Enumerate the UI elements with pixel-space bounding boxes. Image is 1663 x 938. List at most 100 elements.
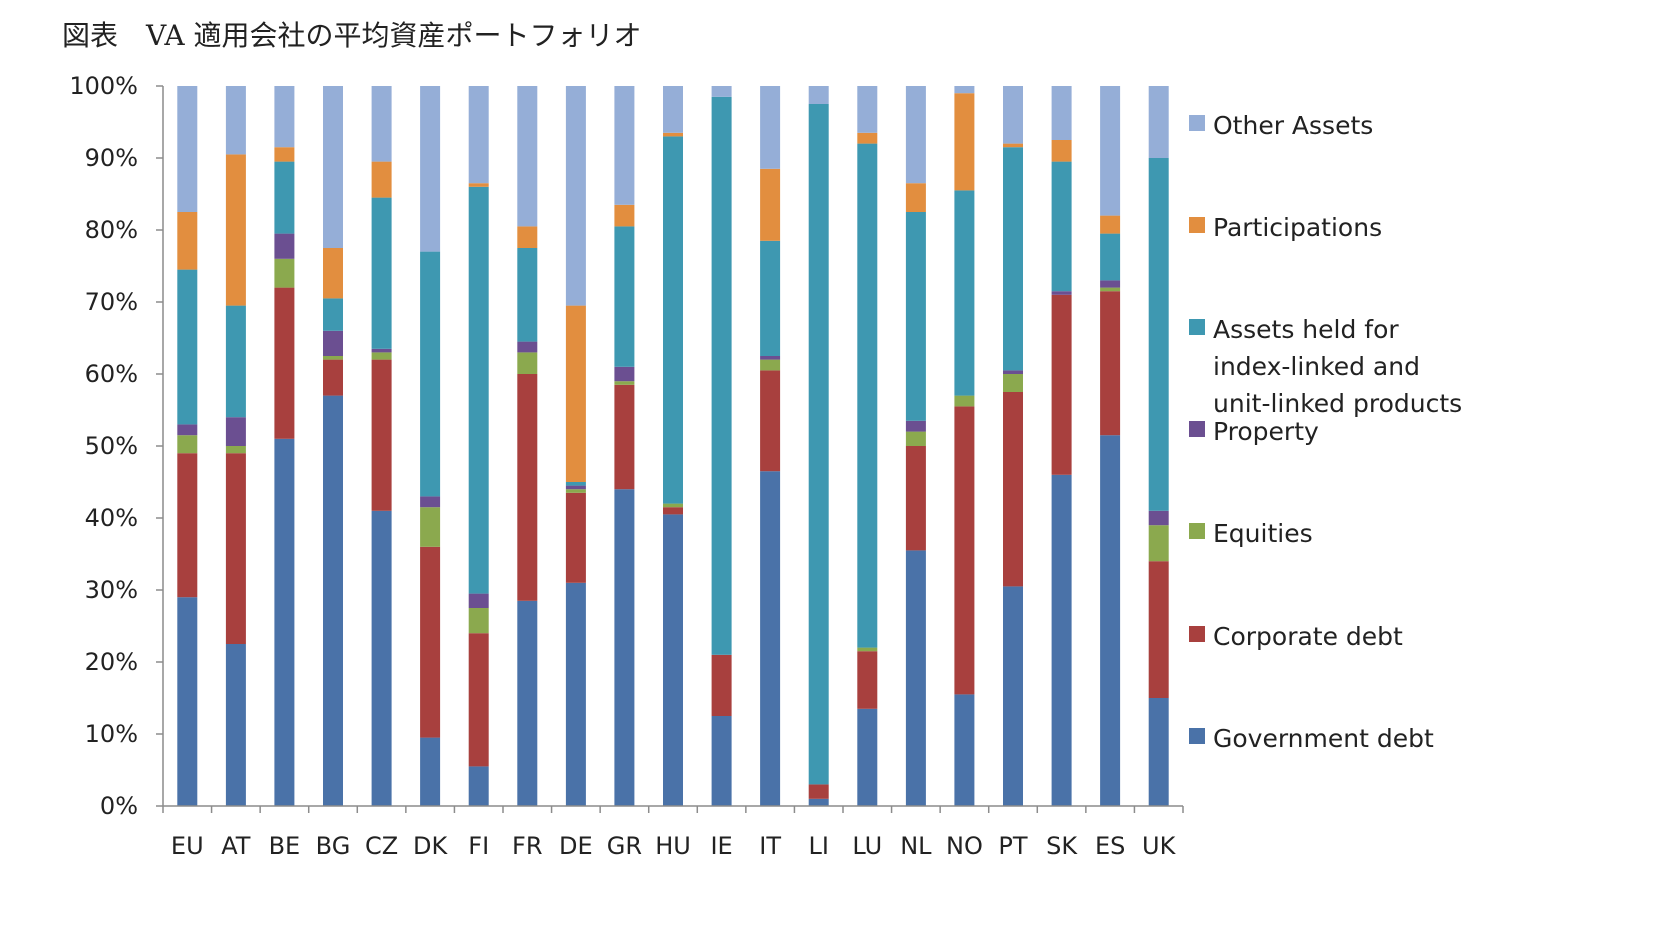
bar-segment-fi-3 — [468, 593, 489, 608]
x-tick-label: NL — [900, 832, 932, 860]
chart-title: 図表 VA 適用会社の平均資産ポートフォリオ — [62, 19, 642, 52]
bar-segment-eu-3 — [177, 424, 198, 436]
bar-segment-at-0 — [225, 644, 246, 806]
bar-segment-it-0 — [760, 471, 781, 806]
bar-segment-pt-3 — [1003, 370, 1023, 374]
bar-segment-pt-5 — [1003, 143, 1023, 148]
bar-segment-hu-0 — [663, 514, 683, 806]
bar-segment-ie-0 — [711, 716, 732, 806]
bar-segment-es-3 — [1100, 280, 1121, 288]
bar-segment-li-1 — [808, 784, 829, 799]
y-tick-label: 20% — [85, 648, 138, 676]
legend-label: Equities — [1213, 519, 1313, 548]
bar-segment-it-3 — [760, 356, 781, 360]
x-tick-label: IT — [759, 832, 781, 860]
y-tick-label: 10% — [85, 720, 138, 748]
bar-segment-lu-0 — [857, 708, 878, 806]
bar-segment-cz-3 — [371, 348, 392, 353]
bar-segment-uk-6 — [1148, 86, 1169, 158]
x-tick-label: FR — [512, 832, 542, 860]
bar-segment-li-0 — [808, 798, 829, 806]
bar-segment-hu-2 — [663, 503, 683, 508]
bar-segment-sk-3 — [1051, 291, 1072, 295]
bar-segment-fr-0 — [517, 600, 538, 806]
bar-segment-hu-4 — [663, 136, 683, 504]
bar-segment-uk-0 — [1148, 698, 1169, 806]
x-tick-label: LU — [852, 832, 882, 860]
bars-layer — [177, 86, 1169, 806]
bar-segment-de-1 — [565, 492, 586, 583]
legend-swatch — [1189, 115, 1205, 131]
bar-segment-gr-1 — [614, 384, 635, 490]
bar-segment-be-2 — [274, 258, 295, 288]
y-tick-label: 0% — [100, 792, 138, 820]
bar-segment-bg-4 — [323, 298, 343, 331]
x-tick-label: EU — [171, 832, 204, 860]
bar-segment-bg-3 — [323, 330, 343, 356]
bar-segment-de-2 — [565, 489, 586, 493]
bar-segment-dk-4 — [420, 251, 441, 497]
y-tick-label: 50% — [85, 432, 138, 460]
legend-label: Assets held for — [1213, 315, 1399, 344]
x-tick-label: CZ — [365, 832, 398, 860]
x-tick-label: DK — [413, 832, 448, 860]
bar-segment-cz-1 — [371, 359, 392, 511]
bar-segment-it-4 — [760, 240, 781, 356]
x-tick-label: LI — [808, 832, 828, 860]
y-tick-label: 70% — [85, 288, 138, 316]
x-tick-label: ES — [1095, 832, 1125, 860]
bar-segment-gr-2 — [614, 381, 635, 385]
bar-segment-gr-0 — [614, 489, 635, 806]
bar-segment-be-4 — [274, 161, 295, 234]
bar-segment-it-1 — [760, 370, 781, 472]
bar-segment-lu-4 — [857, 143, 878, 648]
bar-segment-uk-3 — [1148, 510, 1169, 526]
legend-label: Corporate debt — [1213, 622, 1403, 651]
bar-segment-es-0 — [1100, 435, 1121, 806]
bar-segment-dk-1 — [420, 546, 441, 738]
bar-segment-fr-3 — [517, 341, 538, 353]
bar-segment-eu-2 — [177, 435, 198, 454]
bar-segment-lu-1 — [857, 651, 878, 709]
legend-label: Participations — [1213, 213, 1382, 242]
legend-label: unit-linked products — [1213, 389, 1462, 418]
bar-segment-at-1 — [225, 453, 246, 644]
bar-segment-eu-1 — [177, 453, 198, 598]
bar-segment-be-3 — [274, 233, 295, 259]
bar-segment-fi-2 — [468, 608, 489, 634]
x-tick-label: GR — [607, 832, 642, 860]
bar-segment-fr-4 — [517, 248, 538, 342]
bar-segment-pt-0 — [1003, 586, 1023, 806]
bar-segment-bg-6 — [323, 86, 343, 248]
bar-segment-at-6 — [225, 86, 246, 155]
legend-swatch — [1189, 421, 1205, 437]
bar-segment-sk-5 — [1051, 140, 1072, 162]
bar-segment-fr-5 — [517, 226, 538, 248]
bar-segment-lu-5 — [857, 132, 878, 144]
bar-segment-fr-1 — [517, 374, 538, 601]
y-tick-label: 90% — [85, 144, 138, 172]
bar-segment-cz-5 — [371, 161, 392, 198]
bar-segment-cz-2 — [371, 352, 392, 360]
bar-segment-li-6 — [808, 86, 829, 104]
bar-segment-es-2 — [1100, 287, 1121, 292]
bar-segment-uk-2 — [1148, 525, 1169, 562]
bar-segment-ie-1 — [711, 654, 732, 716]
x-tick-label: AT — [221, 832, 251, 860]
legend-swatch — [1189, 523, 1205, 539]
bar-segment-no-4 — [954, 190, 975, 396]
bar-segment-bg-1 — [323, 359, 343, 396]
bar-segment-no-1 — [954, 406, 975, 695]
bar-segment-eu-0 — [177, 597, 198, 806]
bar-segment-fi-1 — [468, 633, 489, 767]
bar-segment-cz-4 — [371, 197, 392, 349]
bar-segment-lu-6 — [857, 86, 878, 133]
bar-segment-eu-6 — [177, 86, 198, 212]
y-tick-label: 100% — [69, 72, 138, 100]
bar-segment-nl-6 — [905, 86, 926, 184]
bar-segment-hu-1 — [663, 507, 683, 515]
bar-segment-es-4 — [1100, 233, 1121, 281]
bar-segment-be-5 — [274, 147, 295, 162]
x-tick-label: UK — [1142, 832, 1177, 860]
